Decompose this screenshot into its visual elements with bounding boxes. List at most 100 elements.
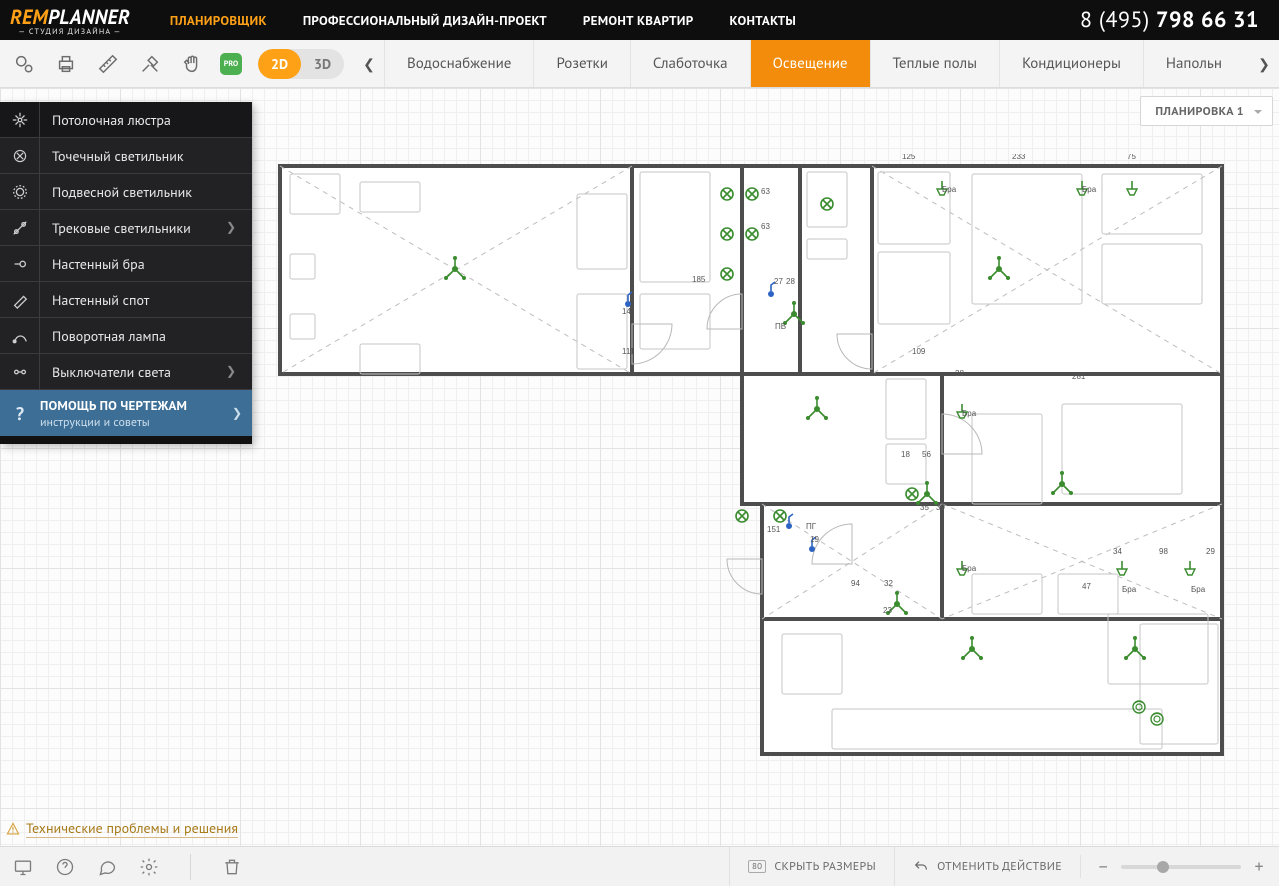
- tab-outlets[interactable]: Розетки: [533, 40, 629, 87]
- dimension-label: 185: [692, 275, 706, 284]
- tabs-prev[interactable]: ❮: [354, 40, 384, 87]
- chat-icon[interactable]: [96, 856, 118, 878]
- lamp-ceiling[interactable]: [961, 636, 983, 660]
- main-toolbar: PRO 2D 3D ❮ Водоснабжение Розетки Слабот…: [0, 40, 1279, 88]
- nav-contacts[interactable]: КОНТАКТЫ: [729, 12, 796, 29]
- lamp-pendant[interactable]: [1151, 713, 1163, 725]
- trash-icon[interactable]: [221, 856, 243, 878]
- lamp-spot[interactable]: [736, 510, 748, 522]
- dimension-label: 14: [622, 307, 631, 316]
- nav-pro-design[interactable]: ПРОФЕССИОНАЛЬНЫЙ ДИЗАЙН-ПРОЕКТ: [303, 12, 547, 29]
- sidebar-item-pendant[interactable]: Подвесной светильник: [0, 174, 252, 210]
- pro-badge[interactable]: PRO: [220, 53, 242, 75]
- lamp-spot[interactable]: [906, 488, 918, 500]
- undo-button[interactable]: ОТМЕНИТЬ ДЕЙСТВИЕ: [894, 847, 1080, 886]
- pendant-icon: [0, 174, 40, 209]
- sidebar-item-wallspot[interactable]: Настенный спот: [0, 282, 252, 318]
- workspace[interactable]: ПЛАНИРОВКА 1 Потолочная люстра Точечный …: [0, 88, 1279, 846]
- lamp-ceiling[interactable]: [1051, 471, 1073, 495]
- lamp-pendant[interactable]: [1133, 701, 1145, 713]
- measure-icon[interactable]: [94, 50, 122, 78]
- tab-heating[interactable]: Теплые полы: [870, 40, 1000, 87]
- lamp-ceiling[interactable]: [444, 256, 466, 280]
- toolbar-icons: PRO: [10, 50, 242, 78]
- tech-problems-text[interactable]: Технические проблемы и решения: [26, 819, 238, 838]
- rotate-icon: [0, 318, 40, 353]
- dimension-label: 63: [761, 187, 770, 196]
- print-icon[interactable]: [52, 50, 80, 78]
- zoom-in[interactable]: +: [1251, 855, 1267, 878]
- screen-icon[interactable]: [12, 856, 34, 878]
- lamp-spot[interactable]: [721, 268, 733, 280]
- sidebar-label: Настенный бра: [40, 255, 252, 273]
- nav-renovation[interactable]: РЕМОНТ КВАРТИР: [583, 12, 694, 29]
- lamp-sconce[interactable]: [1117, 561, 1127, 575]
- lamp-ceiling[interactable]: [988, 256, 1010, 280]
- layout-selector[interactable]: ПЛАНИРОВКА 1: [1140, 96, 1273, 126]
- lamp-spot[interactable]: [721, 188, 733, 200]
- lamp-spot[interactable]: [746, 188, 758, 200]
- lamp-ceiling[interactable]: [1124, 636, 1146, 660]
- switch-icon: [0, 354, 40, 389]
- zoom-out[interactable]: −: [1095, 855, 1111, 878]
- gear-icon[interactable]: [138, 856, 160, 878]
- dimension-label: 28: [786, 277, 795, 286]
- lamp-sconce[interactable]: [937, 181, 947, 195]
- dimension-label: 63: [761, 222, 770, 231]
- settings-icon[interactable]: [10, 50, 38, 78]
- tab-ac[interactable]: Кондиционеры: [999, 40, 1143, 87]
- lamp-spot[interactable]: [774, 510, 786, 522]
- dimension-label: 47: [1082, 582, 1091, 591]
- view-3d[interactable]: 3D: [301, 49, 344, 79]
- sidebar-item-track[interactable]: Трековые светильники ❯: [0, 210, 252, 246]
- sidebar-label: Выключатели света: [40, 363, 226, 381]
- phone-number[interactable]: 8 (495) 798 66 31: [1080, 6, 1259, 34]
- sidebar-item-sconce[interactable]: Настенный бра: [0, 246, 252, 282]
- lamp-sconce[interactable]: [1127, 181, 1137, 195]
- dimension-label: 109: [912, 347, 926, 356]
- lamp-sconce[interactable]: [1185, 561, 1195, 575]
- view-2d[interactable]: 2D: [258, 49, 301, 79]
- dimension-label: 32: [884, 579, 893, 588]
- sidebar-help[interactable]: ? ПОМОЩЬ ПО ЧЕРТЕЖАМ инструкции и советы…: [0, 390, 252, 436]
- hide-dims-button[interactable]: 80 СКРЫТЬ РАЗМЕРЫ: [729, 847, 894, 886]
- light-switch[interactable]: [768, 282, 775, 297]
- chevron-right-icon: ❯: [226, 364, 252, 379]
- logo[interactable]: REMPLANNER — СТУДИЯ ДИЗАЙНА —: [10, 4, 130, 37]
- zoom-slider[interactable]: [1121, 865, 1241, 869]
- light-switch[interactable]: [809, 537, 816, 552]
- tech-problems-link[interactable]: Технические проблемы и решения: [6, 819, 238, 838]
- sidebar-item-rotate[interactable]: Поворотная лампа: [0, 318, 252, 354]
- tab-flooring[interactable]: Напольн: [1143, 40, 1244, 87]
- sidebar-item-switches[interactable]: Выключатели света ❯: [0, 354, 252, 390]
- lamp-ceiling[interactable]: [886, 591, 908, 615]
- lamp-sconce[interactable]: [957, 561, 967, 575]
- nav-planner[interactable]: ПЛАНИРОВЩИК: [170, 12, 267, 29]
- lamp-spot[interactable]: [746, 228, 758, 240]
- tab-water[interactable]: Водоснабжение: [384, 40, 533, 87]
- hand-icon[interactable]: [178, 50, 206, 78]
- tabs-next[interactable]: ❯: [1249, 40, 1279, 87]
- light-switch[interactable]: [625, 292, 632, 307]
- undo-label: ОТМЕНИТЬ ДЕЙСТВИЕ: [937, 859, 1062, 874]
- tools-icon[interactable]: [136, 50, 164, 78]
- sidebar-item-chandelier[interactable]: Потолочная люстра: [0, 102, 252, 138]
- lamp-sconce[interactable]: [957, 404, 967, 418]
- lamp-ceiling[interactable]: [806, 396, 828, 420]
- lamp-ceiling[interactable]: [916, 481, 938, 505]
- warning-icon: [6, 822, 20, 836]
- tab-lighting[interactable]: Освещение: [750, 40, 870, 87]
- dimension-label: Бра: [1082, 185, 1097, 194]
- lamp-sconce[interactable]: [1077, 181, 1087, 195]
- help-icon[interactable]: [54, 856, 76, 878]
- sidebar-item-spotlight[interactable]: Точечный светильник: [0, 138, 252, 174]
- help-subtitle: инструкции и советы: [40, 415, 187, 430]
- lamp-spot[interactable]: [821, 198, 833, 210]
- tab-lowvolt[interactable]: Слаботочка: [630, 40, 750, 87]
- zoom-thumb[interactable]: [1157, 861, 1169, 873]
- floorplan-canvas[interactable]: 18563632728ПВ141111252337510928128Бра185…: [272, 154, 1232, 774]
- lamp-spot[interactable]: [721, 228, 733, 240]
- light-switch[interactable]: [786, 514, 793, 529]
- dimension-label: 98: [1159, 547, 1168, 556]
- lamp-ceiling[interactable]: [783, 301, 805, 325]
